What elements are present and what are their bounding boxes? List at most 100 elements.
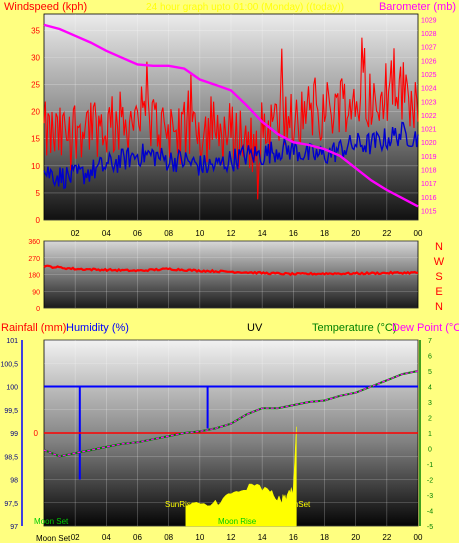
humidity-tick-label: 99,5 — [4, 408, 18, 415]
hour-tick-label: 06 — [133, 229, 142, 238]
barometer-series-line — [43, 23, 419, 208]
uv-series-area — [185, 426, 297, 527]
wind-tick-label: 5 — [36, 189, 41, 198]
temperature-tick-label: -2 — [427, 478, 433, 485]
hour-tick-label: 00 — [414, 229, 423, 238]
hour-tick-label: 04 — [102, 229, 111, 238]
rainfall-tick-label: 0 — [34, 429, 39, 438]
barometer-tick-label: 1023 — [421, 99, 437, 106]
compass-s: S — [435, 271, 442, 283]
hour-tick-label: 20 — [351, 533, 360, 542]
hour-tick-label: 18 — [320, 229, 329, 238]
barometer-axis-title: Barometer (mb) — [379, 1, 456, 13]
humidity-tick-label: 101 — [6, 338, 18, 345]
hour-tick-label: 20 — [351, 229, 360, 238]
compass-e: E — [435, 286, 442, 298]
hour-tick-label: 04 — [102, 533, 111, 542]
barometer-tick-label: 1016 — [421, 195, 437, 202]
hour-tick-label: 14 — [258, 533, 267, 542]
temperature-tick-label: 3 — [428, 400, 432, 407]
compass-w: W — [434, 256, 445, 268]
humidity-tick-label: 98 — [10, 478, 18, 485]
humidity-series-line — [44, 385, 418, 480]
compass-n-bottom: N — [435, 301, 443, 313]
temperature-axis-title: Temperature (°C) — [312, 322, 396, 334]
barometer-tick-label: 1026 — [421, 58, 437, 65]
tick-labels: 0510152025303510151016101710181019102010… — [0, 17, 436, 542]
barometer-tick-label: 1019 — [421, 154, 437, 161]
moon-set-label: Moon Set — [34, 517, 69, 526]
direction-tick-label: 180 — [28, 273, 40, 280]
gust-series-line — [43, 37, 419, 200]
hour-tick-label: 18 — [320, 533, 329, 542]
sunset-label: SunSet — [284, 500, 311, 509]
temperature-tick-label: 4 — [428, 385, 432, 392]
temperature-tick-label: -3 — [427, 493, 433, 500]
chart-marks — [21, 23, 421, 527]
graph-subtitle: 24 hour graph upto 01:00 (Monday) ((toda… — [146, 2, 344, 13]
hour-tick-label: 12 — [227, 533, 236, 542]
humidity-tick-label: 97,5 — [4, 501, 18, 508]
dewpoint-series-line — [43, 370, 419, 457]
barometer-tick-label: 1024 — [421, 86, 437, 93]
humidity-axis-title: Humidity (%) — [66, 322, 129, 334]
direction-tick-label: 90 — [32, 289, 40, 296]
wind-tick-label: 0 — [36, 216, 41, 225]
barometer-tick-label: 1021 — [421, 127, 437, 134]
barometer-tick-label: 1025 — [421, 72, 437, 79]
direction-tick-label: 360 — [28, 239, 40, 246]
temperature-tick-label: -4 — [427, 509, 433, 516]
windspeed-axis-title: Windspeed (kph) — [4, 1, 87, 13]
hour-tick-label: 08 — [164, 533, 173, 542]
wind-tick-label: 25 — [31, 80, 40, 89]
direction-tick-label: 0 — [36, 306, 40, 313]
hour-tick-label: 10 — [195, 533, 204, 542]
barometer-tick-label: 1017 — [421, 181, 437, 188]
hour-tick-label: 22 — [382, 229, 391, 238]
wind-tick-label: 15 — [31, 135, 40, 144]
moon-rise-label: Moon Rise — [218, 517, 257, 526]
barometer-tick-label: 1020 — [421, 140, 437, 147]
temperature-tick-label: 7 — [428, 338, 432, 345]
humidity-tick-label: 100,5 — [0, 361, 18, 368]
hour-tick-label: 02 — [71, 229, 80, 238]
dewpoint-axis-title: Dew Point (°C) — [392, 322, 459, 334]
direction-tick-label: 270 — [28, 256, 40, 263]
moon-set-axis-label: Moon Set — [36, 534, 71, 543]
uv-axis-title: UV — [247, 322, 263, 334]
humidity-tick-label: 97 — [10, 524, 18, 531]
wind-tick-label: 20 — [31, 108, 40, 117]
barometer-tick-label: 1022 — [421, 113, 437, 120]
temperature-tick-label: 5 — [428, 369, 432, 376]
barometer-tick-label: 1027 — [421, 45, 437, 52]
humidity-tick-label: 100 — [6, 385, 18, 392]
sunrise-label: SunRise — [165, 500, 196, 509]
hour-tick-label: 10 — [195, 229, 204, 238]
wind-tick-label: 30 — [31, 53, 40, 62]
average-wind-series-line — [43, 121, 419, 190]
barometer-tick-label: 1028 — [421, 31, 437, 38]
wind-tick-label: 10 — [31, 162, 40, 171]
wind-tick-label: 35 — [31, 26, 40, 35]
hour-tick-label: 16 — [289, 229, 298, 238]
temperature-tick-label: -1 — [427, 462, 433, 469]
wind-plot-area — [43, 13, 419, 221]
hour-tick-label: 12 — [227, 229, 236, 238]
hour-tick-label: 22 — [382, 533, 391, 542]
hour-tick-label: 02 — [71, 533, 80, 542]
compass-n-top: N — [435, 241, 443, 253]
rainfall-axis-title: Rainfall (mm) — [1, 322, 66, 334]
humidity-tick-label: 99 — [10, 431, 18, 438]
barometer-tick-label: 1015 — [421, 208, 437, 215]
hour-tick-label: 08 — [164, 229, 173, 238]
temperature-tick-label: -5 — [427, 524, 433, 531]
hour-tick-label: 16 — [289, 533, 298, 542]
temperature-tick-label: 0 — [428, 447, 432, 454]
temperature-tick-label: 2 — [428, 416, 432, 423]
humidity-tick-label: 98,5 — [4, 454, 18, 461]
hour-tick-label: 06 — [133, 533, 142, 542]
temperature-tick-label: 6 — [428, 354, 432, 361]
hour-tick-label: 14 — [258, 229, 267, 238]
barometer-tick-label: 1018 — [421, 168, 437, 175]
